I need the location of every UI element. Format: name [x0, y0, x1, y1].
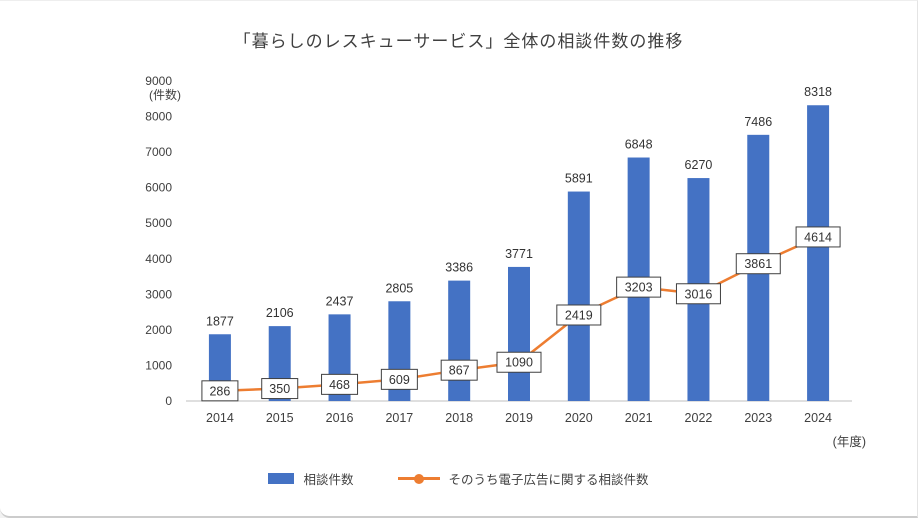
x-tick-label: 2016: [326, 411, 354, 425]
line-value-box: [321, 373, 359, 395]
line-value-box: [795, 226, 841, 248]
line-value-label: 1090: [505, 356, 533, 370]
y-tick-label: 0: [165, 394, 172, 408]
bar: [807, 105, 830, 401]
bar-value-label: 6848: [625, 138, 653, 152]
bar-value-label: 7486: [744, 115, 772, 129]
line-value-box: [201, 380, 239, 402]
line-value-label: 350: [269, 382, 290, 396]
bar-value-label: 2106: [266, 306, 294, 320]
legend-item-line: そのうち電子広告に関する相談件数: [397, 469, 649, 488]
y-tick-label: 1000: [145, 358, 172, 372]
bar-value-label: 1877: [206, 314, 234, 328]
chart-title: 「暮らしのレスキューサービス」全体の相談件数の推移: [233, 32, 684, 51]
bar-value-label: 2437: [326, 294, 354, 308]
line-value-box: [616, 276, 662, 298]
line-value-label: 468: [329, 378, 350, 392]
legend-line-label: そのうち電子広告に関する相談件数: [448, 473, 649, 487]
bar: [508, 266, 530, 401]
y-tick-label: 7000: [145, 145, 172, 159]
x-tick-label: 2020: [565, 411, 593, 425]
bar-value-label: 3386: [445, 261, 473, 275]
x-tick-label: 2018: [445, 411, 473, 425]
line-value-label: 3861: [744, 257, 772, 271]
y-axis-unit-label: (件数): [149, 87, 181, 102]
line-value-box: [380, 368, 418, 390]
x-tick-label: 2014: [206, 411, 234, 425]
y-tick-label: 6000: [145, 181, 172, 195]
x-tick-label: 2024: [804, 411, 832, 425]
line-value-label: 4614: [804, 230, 832, 244]
combo-chart: 0 1000 2000 3000 4000 5000 6000 7000 8000 9000(件数…: [145, 74, 866, 449]
x-axis-unit-label: (年度): [833, 434, 866, 449]
bar-value-label: 6270: [685, 158, 713, 172]
legend-bars-label: 相談件数: [303, 473, 354, 487]
line-value-label: 286: [209, 384, 230, 398]
y-tick-label: 3000: [145, 287, 172, 301]
line-value-label: 3203: [625, 281, 653, 295]
bar-value-label: 3771: [505, 247, 533, 261]
line-value-box: [556, 304, 602, 326]
bar-value-label: 5891: [565, 172, 593, 186]
x-tick-label: 2019: [505, 411, 533, 425]
line-value-label: 609: [389, 373, 410, 387]
line-swatch-icon: [397, 473, 440, 484]
line-value-label: 867: [449, 364, 470, 378]
x-tick-label: 2021: [625, 411, 653, 425]
legend: 相談件数 そのうち電子広告に関する相談件数: [0, 469, 917, 488]
line-value-box: [496, 351, 542, 373]
line-value-label: 3016: [685, 287, 713, 301]
bar-value-label: 8318: [804, 85, 832, 99]
y-tick-label: 8000: [145, 110, 172, 124]
y-tick-label: 4000: [145, 252, 172, 266]
line-value-label: 2419: [565, 308, 593, 322]
x-tick-label: 2022: [685, 411, 713, 425]
bar-value-label: 2805: [385, 281, 413, 295]
y-tick-label: 9000: [145, 74, 172, 88]
x-tick-label: 2015: [266, 411, 294, 425]
bar: [448, 280, 471, 401]
line-value-box: [261, 378, 299, 400]
y-tick-label: 2000: [145, 323, 172, 337]
legend-item-bars: 相談件数: [268, 469, 354, 488]
y-tick-label: 5000: [145, 216, 172, 230]
x-tick-label: 2023: [744, 411, 772, 425]
line-value-box: [440, 359, 478, 381]
bar-swatch-icon: [268, 473, 295, 484]
bar: [567, 191, 590, 401]
line-value-box: [675, 283, 721, 305]
x-tick-label: 2017: [385, 411, 413, 425]
line-marker-icon: [413, 473, 424, 484]
chart-area: 0 1000 2000 3000 4000 5000 6000 7000 8000 9000 (件数…: [0, 1, 917, 466]
line-value-box: [735, 253, 781, 275]
